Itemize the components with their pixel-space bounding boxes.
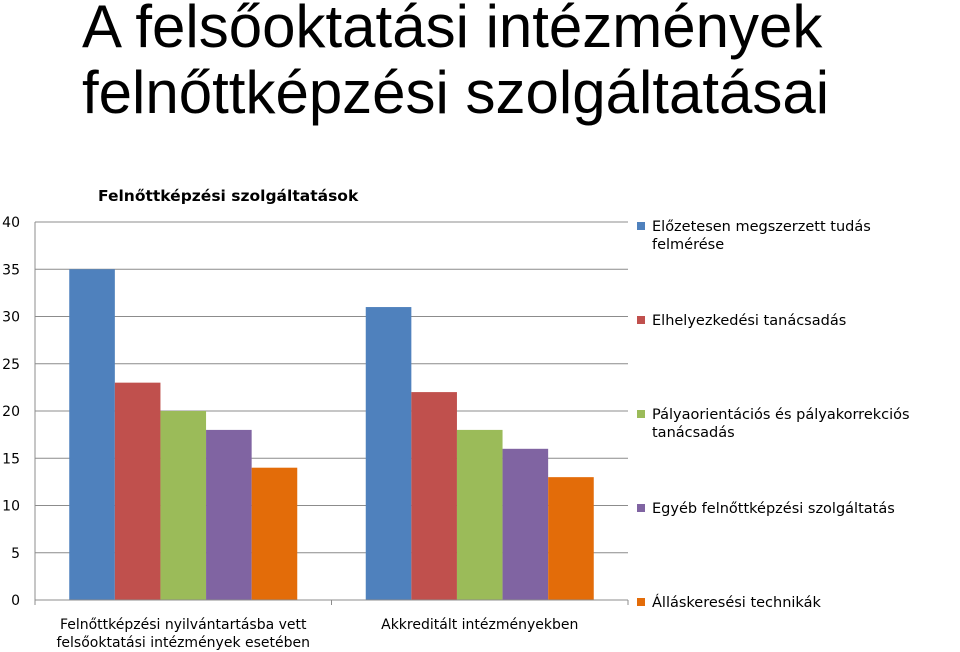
slide-title-line-2: felnőttképzési szolgáltatásai [82,59,830,126]
x-category-label: felsőoktatási intézmények esetében [56,635,310,651]
legend-label: felmérése [652,237,724,253]
legend-label: Elhelyezkedési tanácsadás [652,313,846,329]
bar [456,429,503,600]
y-tick-label: 25 [2,357,20,373]
y-tick-label: 0 [11,593,20,609]
y-tick-label: 5 [11,546,20,562]
bar [206,429,252,600]
x-category-label: Felnőttképzési nyilvántartásba vett [60,617,307,633]
legend-label: Előzetesen megszerzett tudás [652,219,871,235]
legend-swatch [637,222,645,230]
chart-title: Felnőttképzési szolgáltatások [98,187,359,205]
legend-swatch [637,504,645,512]
legend-label: Egyéb felnőttképzési szolgáltatás [652,501,895,517]
bar [251,467,298,600]
bar [69,269,115,600]
bar [160,411,207,600]
x-category-label: Akkreditált intézményekben [381,617,578,633]
y-tick-label: 20 [2,404,20,420]
y-tick-label: 40 [2,215,20,231]
legend-swatch [637,410,645,418]
axes: 0 5 10 15 20 25 30 35 40 Felnőttképzési nyilvánta… [2,215,629,651]
bar [411,392,457,600]
legend-label: Pályaorientációs és pályakorrekciós [652,407,910,423]
bar [502,448,549,600]
y-tick-label: 30 [2,310,20,326]
legend-swatch [637,316,645,324]
legend-swatch [637,598,645,606]
bar [548,477,594,600]
slide-title-line-1: A felsőoktatási intézmények [82,0,823,60]
y-tick-label: 15 [2,451,20,467]
y-tick-label: 35 [2,262,20,278]
bar [114,382,161,600]
legend: Előzetesen megszerzett tudás felmérése Elh… [637,219,910,611]
slide-title: A felsőoktatási intézmények felnőttképzé… [82,0,960,126]
y-tick-label: 10 [2,499,20,515]
bar [365,307,412,600]
bar-chart: Felnőttképzési szolgáltatások 0 5 10 15 20 25… [2,187,910,651]
legend-label: tanácsadás [652,425,735,441]
bars [69,269,594,600]
legend-label: Álláskeresési technikák [652,594,821,611]
